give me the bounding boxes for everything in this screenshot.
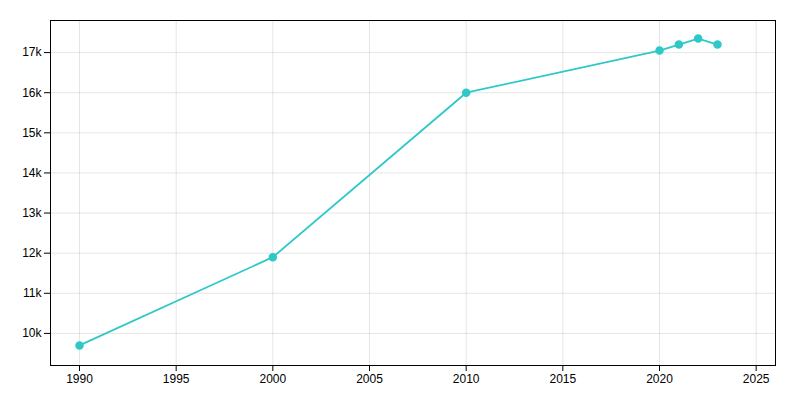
- svg-text:14k: 14k: [22, 166, 42, 180]
- svg-text:2020: 2020: [646, 372, 673, 386]
- svg-text:2010: 2010: [453, 372, 480, 386]
- svg-text:10k: 10k: [22, 326, 42, 340]
- svg-text:2005: 2005: [356, 372, 383, 386]
- svg-text:15k: 15k: [22, 126, 42, 140]
- svg-text:17k: 17k: [22, 45, 42, 59]
- svg-text:2000: 2000: [259, 372, 286, 386]
- svg-text:2025: 2025: [743, 372, 770, 386]
- svg-text:13k: 13k: [22, 206, 42, 220]
- svg-text:2015: 2015: [549, 372, 576, 386]
- svg-text:12k: 12k: [22, 246, 42, 260]
- svg-text:11k: 11k: [23, 286, 42, 300]
- svg-text:1990: 1990: [66, 372, 93, 386]
- svg-text:1995: 1995: [163, 372, 190, 386]
- svg-text:16k: 16k: [22, 86, 42, 100]
